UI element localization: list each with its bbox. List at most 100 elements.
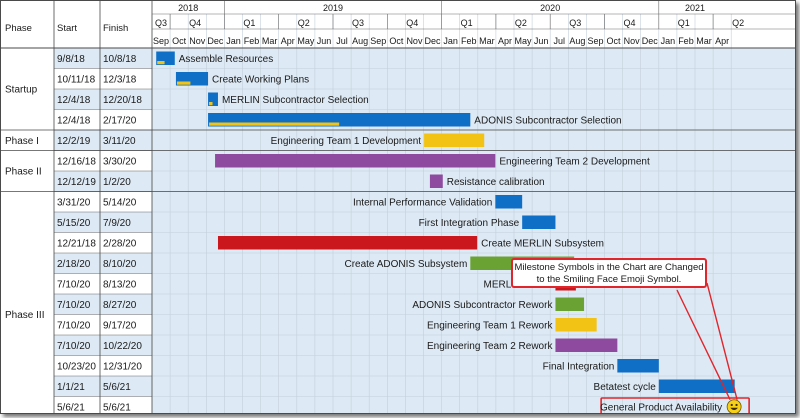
task-finish-date: 5/6/21	[103, 402, 131, 413]
month-label: Jun	[534, 36, 549, 46]
quarter-label: Q3	[352, 18, 364, 28]
gantt-bar	[208, 92, 218, 106]
task-label: General Product Availability	[600, 402, 722, 413]
month-label: Sep	[587, 36, 603, 46]
gantt-bar	[658, 379, 735, 393]
callout-line-1: Milestone Symbols in the Chart are Chang…	[514, 262, 704, 273]
task-label: First Integration Phase	[419, 218, 520, 229]
month-label: Mar	[262, 36, 278, 46]
quarter-label: Q4	[624, 18, 636, 28]
task-finish-date: 10/22/20	[103, 341, 142, 352]
task-start-date: 7/10/20	[57, 300, 91, 311]
month-label: Dec	[642, 36, 659, 46]
month-label: Nov	[189, 36, 206, 46]
task-start-date: 12/4/18	[57, 95, 91, 106]
month-label: Jan	[443, 36, 458, 46]
smiling-face-emoji-icon	[726, 399, 742, 413]
task-label: MERLIN Subcontractor Selection	[222, 95, 369, 106]
month-label: Jan	[661, 36, 676, 46]
task-start-date: 1/1/21	[57, 382, 85, 393]
quarter-label: Q3	[569, 18, 581, 28]
phase-label: Phase III	[5, 310, 44, 321]
month-label: Mar	[696, 36, 712, 46]
gantt-bar	[555, 318, 597, 332]
task-finish-date: 12/31/20	[103, 361, 142, 372]
milestone-highlight-box	[600, 397, 750, 413]
milestone-callout: Milestone Symbols in the Chart are Chang…	[511, 258, 707, 288]
task-label: ADONIS Subcontractor Rework	[412, 300, 553, 311]
task-finish-date: 8/27/20	[103, 300, 137, 311]
date-row-shade	[54, 171, 152, 192]
month-label: Jul	[553, 36, 565, 46]
task-finish-date: 12/20/18	[103, 95, 142, 106]
progress-bar	[176, 81, 191, 85]
task-finish-date: 12/3/18	[103, 74, 137, 85]
task-label: Resistance calibration	[447, 177, 545, 188]
phase-label: Phase I	[5, 136, 39, 147]
task-start-date: 7/10/20	[57, 279, 91, 290]
task-finish-date: 8/10/20	[103, 259, 137, 270]
month-label: Jan	[226, 36, 241, 46]
month-label: Dec	[207, 36, 224, 46]
task-finish-date: 2/28/20	[103, 238, 137, 249]
month-label: Sep	[370, 36, 386, 46]
month-label: Apr	[281, 36, 295, 46]
month-label: Nov	[624, 36, 641, 46]
month-label: Oct	[389, 36, 404, 46]
task-label: Engineering Team 2 Development	[499, 156, 650, 167]
month-label: May	[515, 36, 533, 46]
task-label: Assemble Resources	[179, 54, 273, 65]
month-label: Jun	[317, 36, 332, 46]
gantt-bar	[522, 215, 556, 229]
month-label: May	[297, 36, 315, 46]
month-label: Jul	[336, 36, 348, 46]
date-row-shade	[54, 212, 152, 233]
date-row-shade	[54, 89, 152, 110]
task-label: Create ADONIS Subsystem	[344, 259, 467, 270]
task-finish-date: 7/9/20	[103, 218, 131, 229]
date-row-shade	[54, 376, 152, 397]
date-row-shade	[54, 48, 152, 69]
year-label: 2018	[178, 3, 198, 13]
month-label: Nov	[406, 36, 423, 46]
task-label: Engineering Team 1 Rework	[427, 320, 553, 331]
quarter-label: Q4	[189, 18, 201, 28]
quarter-label: Q1	[461, 18, 473, 28]
task-label: Betatest cycle	[594, 382, 657, 393]
progress-bar	[157, 61, 165, 65]
task-start-date: 9/8/18	[57, 54, 85, 65]
task-finish-date: 8/13/20	[103, 279, 137, 290]
year-label: 2020	[540, 3, 560, 13]
task-label: Create MERLIN Subsystem	[481, 238, 604, 249]
gantt-bar	[424, 133, 485, 147]
gantt-bar	[217, 236, 478, 250]
quarter-label: Q4	[406, 18, 418, 28]
task-label: Create Working Plans	[212, 74, 309, 85]
task-start-date: 12/4/18	[57, 115, 91, 126]
month-label: Aug	[352, 36, 368, 46]
task-finish-date: 3/11/20	[103, 136, 136, 147]
quarter-label: Q3	[155, 18, 167, 28]
quarter-label: Q2	[732, 18, 744, 28]
emoji-smile-icon	[730, 407, 738, 411]
task-start-date: 3/31/20	[57, 197, 91, 208]
gantt-bar	[429, 174, 443, 188]
task-finish-date: 2/17/20	[103, 115, 137, 126]
emoji-eye-icon	[735, 403, 738, 407]
task-finish-date: 5/14/20	[103, 197, 137, 208]
date-row-shade	[54, 130, 152, 151]
task-start-date: 12/2/19	[57, 136, 91, 147]
task-finish-date: 1/2/20	[103, 177, 131, 188]
month-label: Dec	[425, 36, 442, 46]
task-start-date: 2/18/20	[57, 259, 91, 270]
date-row-shade	[54, 253, 152, 274]
task-label: Internal Performance Validation	[353, 197, 492, 208]
finish-column-header: Finish	[103, 23, 128, 34]
task-start-date: 7/10/20	[57, 320, 91, 331]
month-label: Feb	[678, 36, 694, 46]
month-label: Mar	[479, 36, 495, 46]
progress-bar	[209, 102, 213, 106]
emoji-eye-icon	[730, 403, 733, 407]
